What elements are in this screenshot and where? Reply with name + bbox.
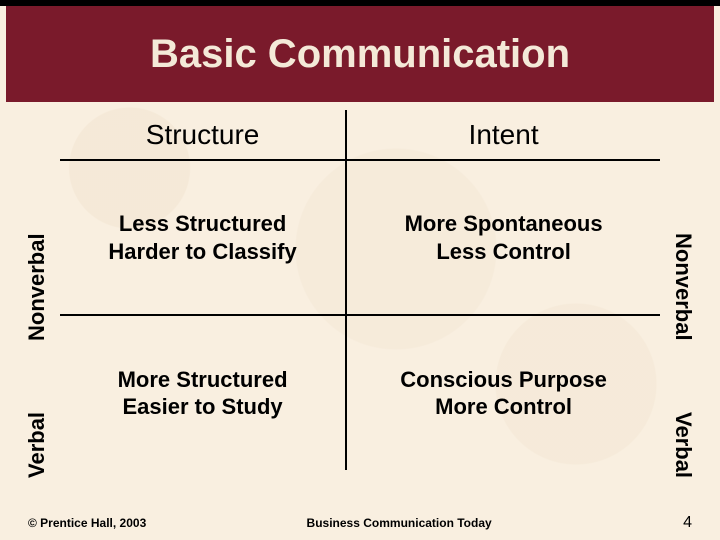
table-row: More Structured Easier to Study Consciou… <box>60 315 660 470</box>
footer-center-text: Business Communication Today <box>146 516 652 530</box>
comparison-matrix: Structure Intent Less Structured Harder … <box>60 110 660 470</box>
slide-footer: © Prentice Hall, 2003 Business Communica… <box>0 510 720 536</box>
cell-line: Harder to Classify <box>108 239 296 264</box>
cell-nonverbal-intent: More Spontaneous Less Control <box>346 160 660 315</box>
footer-copyright: © Prentice Hall, 2003 <box>28 516 146 530</box>
cell-line: More Structured <box>118 367 288 392</box>
cell-verbal-structure: More Structured Easier to Study <box>60 315 346 470</box>
cell-line: Less Control <box>436 239 570 264</box>
matrix-table: Structure Intent Less Structured Harder … <box>60 110 660 470</box>
cell-nonverbal-structure: Less Structured Harder to Classify <box>60 160 346 315</box>
slide-title: Basic Communication <box>150 32 570 77</box>
row-label-left-verbal: Verbal <box>24 395 50 495</box>
slide: Basic Communication Nonverbal Verbal Non… <box>0 6 720 540</box>
title-bar: Basic Communication <box>6 6 714 102</box>
cell-line: Conscious Purpose <box>400 367 607 392</box>
cell-line: More Spontaneous <box>405 211 603 236</box>
cell-line: More Control <box>435 394 572 419</box>
table-header-row: Structure Intent <box>60 110 660 160</box>
column-header-structure: Structure <box>60 110 346 160</box>
column-header-intent: Intent <box>346 110 660 160</box>
row-label-left-nonverbal: Nonverbal <box>24 222 50 352</box>
row-label-right-nonverbal: Nonverbal <box>670 222 696 352</box>
cell-line: Easier to Study <box>123 394 283 419</box>
row-label-right-verbal: Verbal <box>670 395 696 495</box>
cell-line: Less Structured <box>119 211 287 236</box>
footer-page-number: 4 <box>652 514 692 532</box>
cell-verbal-intent: Conscious Purpose More Control <box>346 315 660 470</box>
table-row: Less Structured Harder to Classify More … <box>60 160 660 315</box>
content-area: Nonverbal Verbal Nonverbal Verbal Struct… <box>0 110 720 470</box>
